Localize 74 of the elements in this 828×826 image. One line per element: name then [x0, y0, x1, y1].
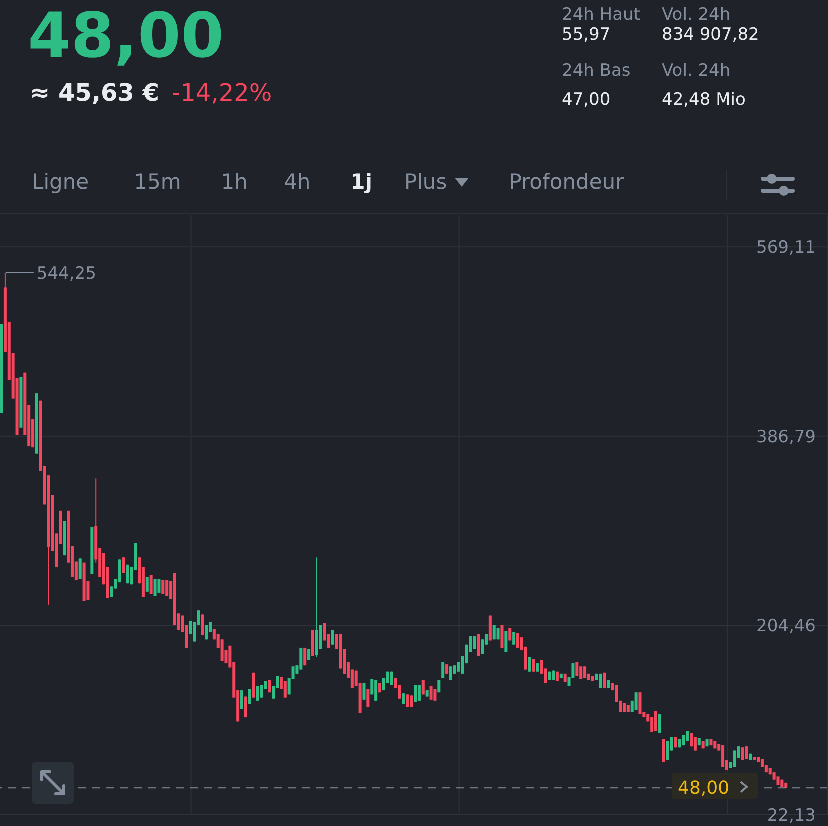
ref-line-label: 48,00 [678, 778, 730, 800]
candlestick [146, 576, 149, 592]
candlestick [205, 624, 208, 640]
text: 1h [221, 170, 248, 194]
candlestick [528, 656, 532, 672]
candlestick [733, 750, 736, 768]
candlestick [260, 684, 264, 698]
candlestick [500, 624, 504, 648]
candlestick [374, 680, 378, 702]
candlestick [638, 692, 642, 715]
text: 4h [284, 170, 311, 194]
candlestick [694, 736, 697, 752]
text: Profondeur [509, 170, 624, 194]
candlestick [418, 684, 421, 702]
candlestick [634, 692, 638, 711]
text: 47,00 [562, 89, 611, 112]
candlestick [248, 689, 252, 705]
candlestick [532, 658, 536, 672]
text: Vol. 24h [662, 4, 731, 27]
candlestick [268, 680, 272, 694]
candlestick [78, 558, 82, 580]
candlestick [308, 648, 311, 661]
text: 24h Haut [562, 4, 640, 27]
candlestick [122, 557, 126, 574]
candlestick [150, 574, 153, 594]
candlestick [741, 747, 744, 761]
y-tick-label: 204,46 [756, 616, 816, 637]
text: 15m [134, 170, 182, 194]
candlestick [745, 746, 748, 760]
text: Ligne [32, 170, 90, 194]
candlestick [362, 682, 366, 700]
candlestick [430, 686, 433, 700]
candlestick [284, 680, 287, 698]
candlestick [422, 680, 425, 696]
candlestick [599, 673, 602, 689]
candlestick [622, 702, 626, 713]
annotation: 544,25 [36, 264, 96, 284]
text: 834 907,82 [662, 24, 760, 47]
candlestick [256, 686, 260, 702]
text: 24h Bas [562, 60, 631, 83]
candlestick [390, 671, 394, 686]
candlestick [162, 580, 165, 594]
candlestick [576, 662, 579, 676]
candlestick [516, 632, 520, 648]
candlestick [366, 689, 370, 708]
candlestick [508, 628, 512, 642]
candlestick [300, 647, 303, 670]
candlestick [686, 730, 690, 742]
candlestick [512, 632, 516, 646]
candlestick [492, 624, 496, 640]
chart-title: 48,00 [28, 0, 224, 74]
text: Plus [404, 170, 448, 194]
candlestick [434, 689, 437, 702]
y-tick-label: 22,13 [767, 806, 816, 826]
candlestick [580, 666, 583, 680]
candlestick [442, 662, 445, 679]
candlestick [473, 636, 476, 650]
text: 55,97 [562, 24, 611, 47]
candlestick [406, 694, 410, 708]
candlestick [331, 630, 334, 646]
text: Vol. 24h [662, 60, 731, 83]
y-tick-label: 386,79 [756, 427, 816, 448]
candlestick [603, 672, 606, 689]
text: -14,22% [172, 79, 272, 107]
candlestick [477, 634, 480, 657]
candlestick [722, 745, 725, 768]
text: 1j [350, 170, 372, 194]
text: 42,48 Mio [662, 89, 746, 112]
candlestick [201, 614, 204, 636]
text: ≈ 45,63 € [30, 79, 160, 107]
candlestick [438, 680, 441, 694]
candlestick [158, 578, 161, 594]
candlestick [446, 664, 449, 674]
y-tick-label: 569,11 [756, 238, 816, 258]
